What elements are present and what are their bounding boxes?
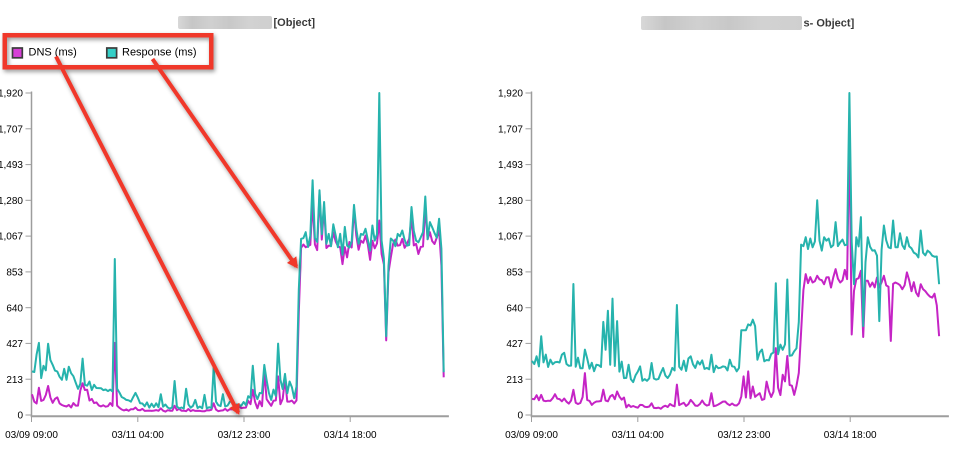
svg-text:1,707: 1,707 — [498, 124, 523, 135]
svg-text:853: 853 — [506, 268, 523, 279]
svg-text:03/12 23:00: 03/12 23:00 — [718, 430, 771, 441]
svg-text:03/09 09:00: 03/09 09:00 — [505, 430, 558, 441]
svg-text:[Object]: [Object] — [274, 17, 316, 29]
svg-text:1,067: 1,067 — [0, 232, 23, 243]
svg-text:03/14 18:00: 03/14 18:00 — [324, 430, 377, 441]
svg-text:1,067: 1,067 — [498, 232, 523, 243]
svg-text:213: 213 — [506, 375, 523, 386]
svg-text:0: 0 — [517, 411, 523, 422]
svg-text:427: 427 — [506, 339, 523, 350]
svg-text:DNS (ms): DNS (ms) — [29, 47, 77, 59]
svg-text:1,920: 1,920 — [498, 89, 523, 100]
svg-text:03/11 04:00: 03/11 04:00 — [612, 430, 665, 441]
svg-text:s- Object]: s- Object] — [804, 18, 855, 30]
svg-text:1,920: 1,920 — [0, 89, 23, 100]
svg-text:1,493: 1,493 — [498, 160, 523, 171]
svg-text:1,280: 1,280 — [498, 196, 523, 207]
svg-text:1,493: 1,493 — [0, 160, 23, 171]
svg-text:03/11 04:00: 03/11 04:00 — [112, 430, 165, 441]
svg-text:03/14 18:00: 03/14 18:00 — [824, 430, 877, 441]
svg-text:Response (ms): Response (ms) — [122, 47, 197, 59]
svg-text:03/12 23:00: 03/12 23:00 — [218, 430, 271, 441]
svg-text:03/09 09:00: 03/09 09:00 — [5, 430, 58, 441]
svg-text:1,280: 1,280 — [0, 196, 23, 207]
svg-text:640: 640 — [506, 303, 523, 314]
svg-text:640: 640 — [6, 303, 23, 314]
svg-text:0: 0 — [17, 411, 23, 422]
svg-text:427: 427 — [6, 339, 23, 350]
svg-text:1,707: 1,707 — [0, 124, 23, 135]
svg-text:213: 213 — [6, 375, 23, 386]
svg-text:853: 853 — [6, 268, 23, 279]
